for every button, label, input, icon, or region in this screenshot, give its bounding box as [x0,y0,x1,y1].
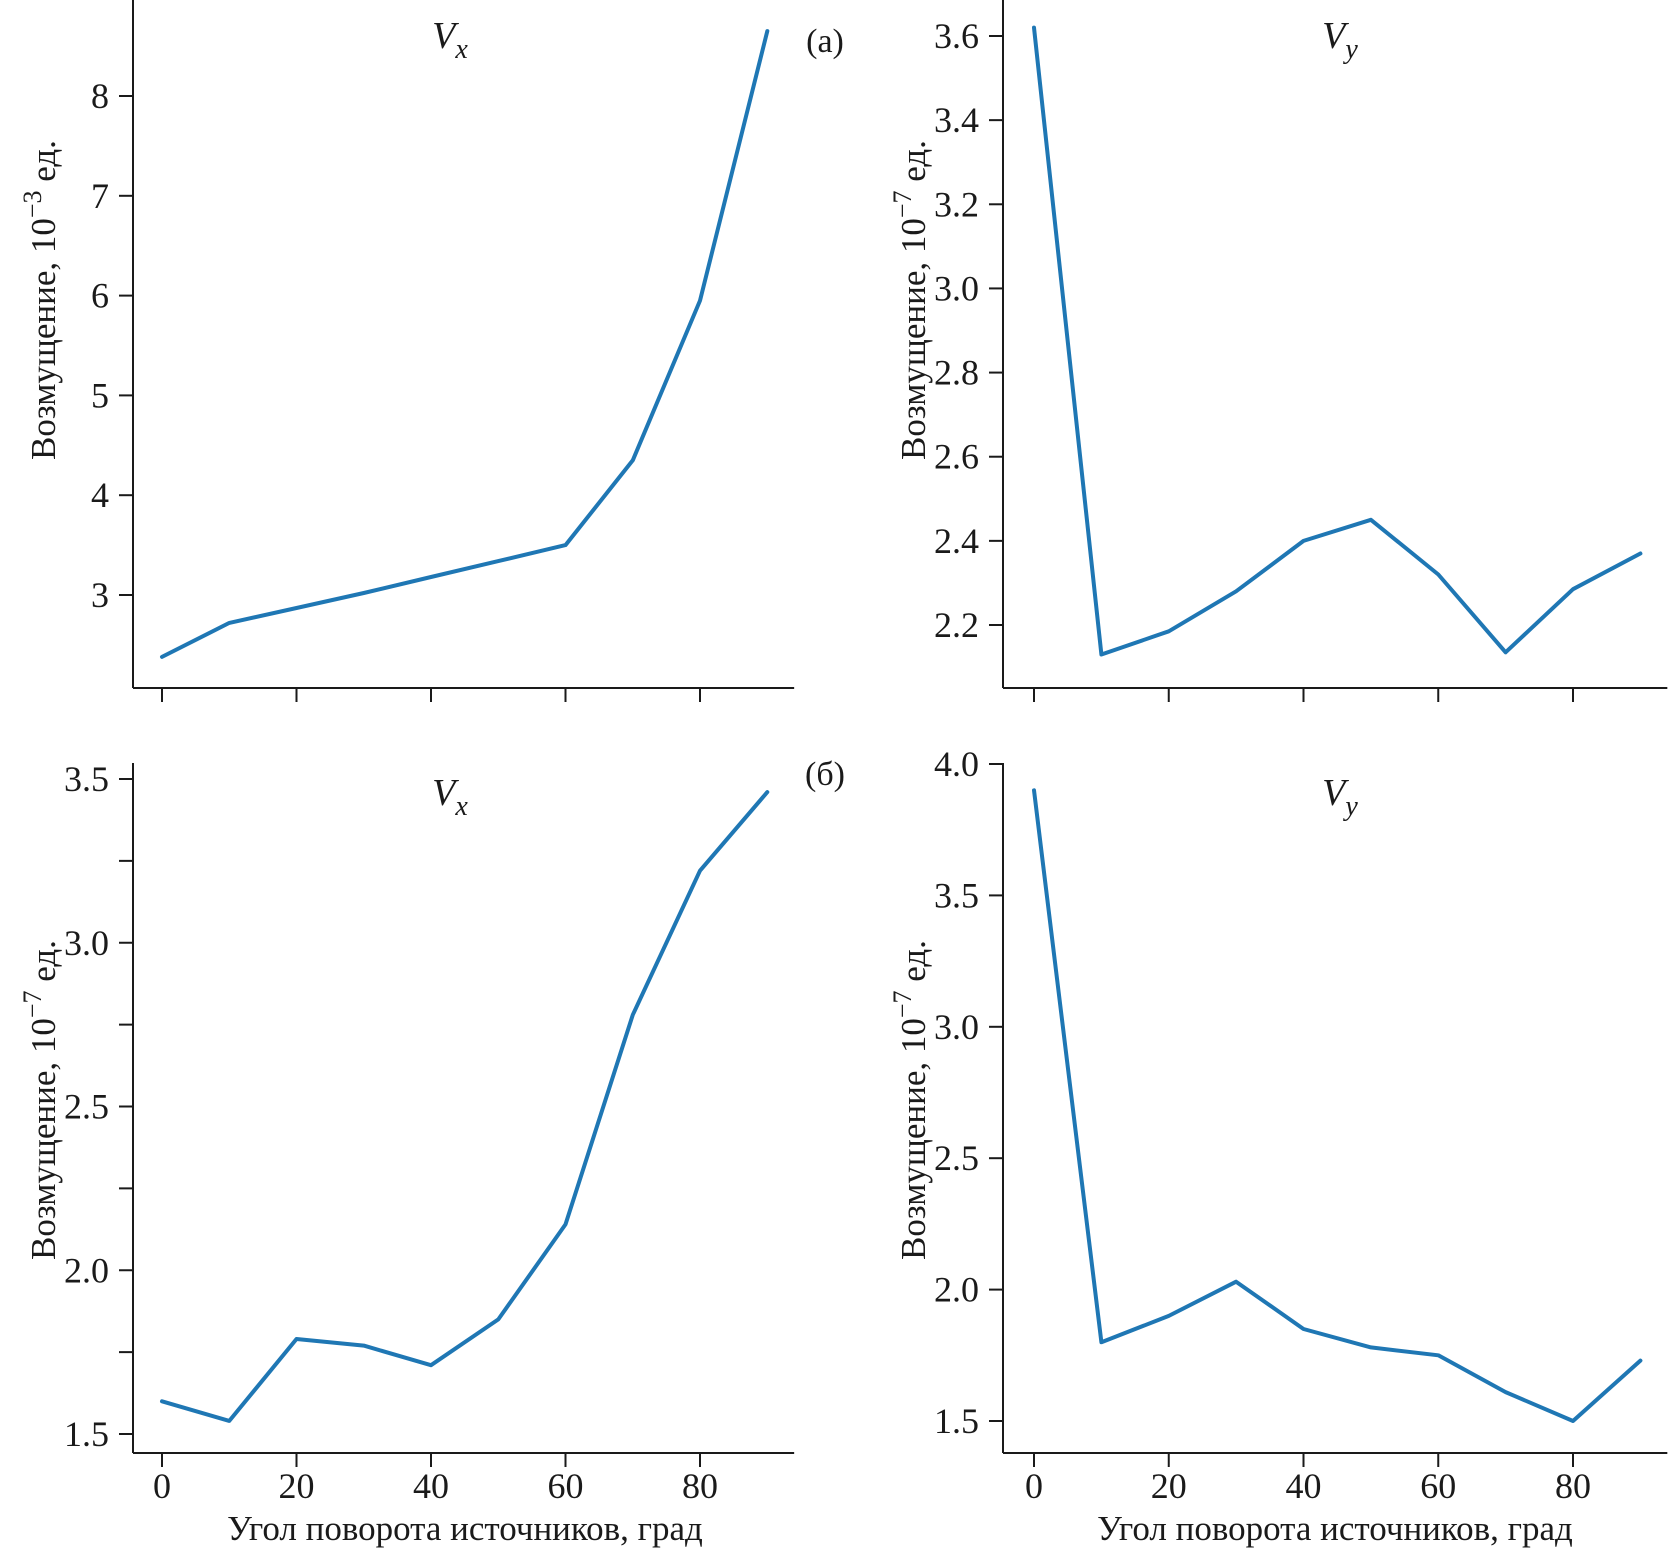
y-tick-label: 3.0 [64,923,109,963]
y-tick-label: 2.0 [934,1270,979,1310]
series-line-Vx [160,29,770,659]
x-tick-label: 40 [1286,1466,1322,1506]
panel-title: Vx [432,772,468,822]
y-tick-label: 3.2 [934,184,979,224]
x-tick-label: 60 [1420,1466,1456,1506]
y-tick-label: 3.0 [934,1007,979,1047]
x-tick-label: 20 [1151,1466,1187,1506]
panel-title: Vy [1322,772,1358,822]
chart-panel-a-vy: 2.2 2.4 2.6 2.8 3.0 3.2 3.4 3.6 Vy Возмущение, 10… [888,0,1668,702]
chart-panel-b-vy: 0 20 40 60 80 1.5 2.0 2.5 3.0 3.5 4.0 Vy Возмущение,… [888,744,1668,1548]
y-tick-label: 3.6 [934,16,979,56]
x-axis-title: Угол поворота источников, град [1097,1509,1573,1548]
panel-title: Vx [432,15,468,65]
y-tick-label: 2.4 [934,521,979,561]
y-axis-title: Возмущение, 10−7 ед. [888,140,933,460]
panel-title: Vy [1322,15,1358,65]
y-tick-label: 5 [91,375,109,415]
y-tick-label: 2.5 [64,1087,109,1127]
y-tick-label: 3.5 [64,759,109,799]
y-axis-title: Возмущение, 10−7 ед. [888,940,933,1260]
x-tick-label: 60 [548,1466,584,1506]
x-tick-label: 0 [1025,1466,1043,1506]
y-tick-label: 3.0 [934,268,979,308]
y-tick-label: 1.5 [64,1414,109,1454]
y-tick-label: 4 [91,475,109,515]
y-axis-title: Возмущение, 10−7 ед. [18,940,63,1260]
x-tick-label: 80 [1555,1466,1591,1506]
chart-panel-b-vx: 0 20 40 60 80 1.5 2.0 2.5 3.0 3.5 Vx (б) Возмущение,… [18,756,845,1548]
series-line-Vx [160,790,770,1423]
x-tick-label: 0 [153,1466,171,1506]
y-tick-label: 4.0 [934,744,979,784]
y-tick-label: 3.4 [934,100,979,140]
chart-panel-a-vx: 3 4 5 6 7 8 Vx (a) Возмущение, 10−3 ед. [18,0,844,702]
x-axis-title: Угол поворота источников, град [227,1509,703,1548]
y-tick-label: 6 [91,276,109,316]
x-tick-label: 20 [279,1466,315,1506]
y-tick-label: 2.6 [934,437,979,477]
y-tick-label: 8 [91,76,109,116]
y-tick-label: 2.0 [64,1250,109,1290]
y-tick-label: 7 [91,176,109,216]
panel-tag: (a) [806,23,844,60]
x-tick-label: 40 [413,1466,449,1506]
x-tick-label: 80 [682,1466,718,1506]
series-line-Vy [1032,25,1643,657]
y-tick-label: 3 [91,575,109,615]
y-tick-label: 2.2 [934,605,979,645]
y-tick-label: 2.5 [934,1138,979,1178]
series-line-Vy [1032,788,1643,1423]
y-tick-label: 1.5 [934,1401,979,1441]
y-tick-label: 3.5 [934,875,979,915]
panel-tag: (б) [805,756,845,793]
y-axis-title: Возмущение, 10−3 ед. [18,140,63,460]
y-tick-label: 2.8 [934,353,979,393]
